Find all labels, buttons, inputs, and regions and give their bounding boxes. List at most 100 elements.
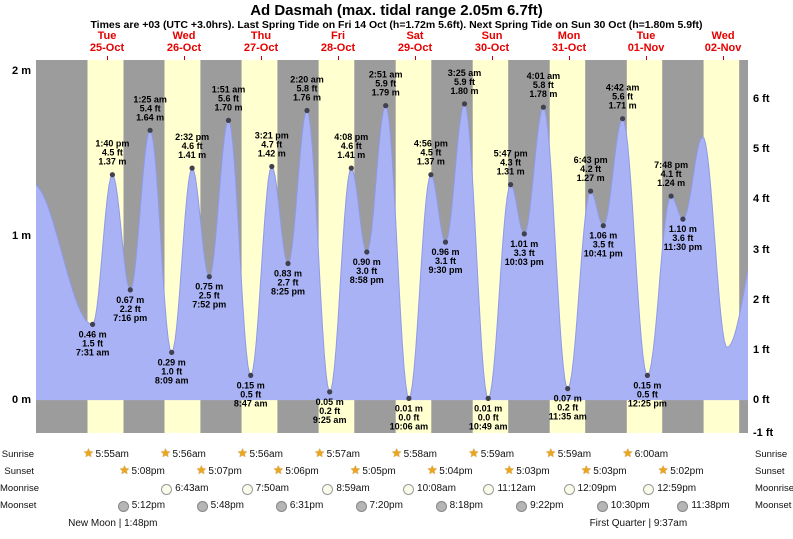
moon-phase-row: New Moon | 1:48pm First Quarter | 9:37am <box>0 516 793 532</box>
y-axis-right-tick-label: 0 ft <box>753 394 770 407</box>
day-date: 27-Oct <box>243 41 279 54</box>
y-axis-right-tick-label: 4 ft <box>753 193 770 206</box>
tide-label-line: 1.76 m <box>293 93 321 103</box>
tide-extreme-dot <box>147 127 153 133</box>
day-column-label: Fri 28-Oct <box>303 30 373 61</box>
page-title: Ad Dasmah (max. tidal range 2.05m 6.7ft) <box>250 2 543 19</box>
tide-extreme-dot <box>588 188 594 194</box>
moonset-moon-icon <box>596 501 608 512</box>
moonset-moon-icon <box>117 501 129 512</box>
astro-event-time: 7:20pm <box>369 500 403 511</box>
tide-label-line: 4.6 ft <box>341 141 362 151</box>
tide-label-line: 1.71 m <box>609 101 637 111</box>
tide-extreme-dot <box>348 165 354 171</box>
tide-label-line: 5.6 ft <box>218 93 239 103</box>
tide-label-line: 4.7 ft <box>261 140 282 150</box>
tide-label-line: 2:51 am <box>369 70 403 80</box>
astro-event-time: 5:02pm <box>670 466 704 477</box>
moonset-moon-icon <box>196 501 208 512</box>
tide-extreme-dot <box>383 103 389 109</box>
sunset-star-icon: ★ <box>657 463 669 477</box>
moon-phase-label: New Moon | 1:48pm <box>68 518 158 529</box>
astro-event-time: 5:12pm <box>131 500 166 511</box>
tide-label-line: 1.01 m <box>510 239 538 249</box>
tide-label-line: 0.83 m <box>274 269 302 279</box>
tide-label-line: 12:25 pm <box>628 398 667 408</box>
tide-label-line: 0.67 m <box>116 295 144 305</box>
astro-event-time: 5:57am <box>326 449 360 460</box>
astro-event-time: 5:06pm <box>285 466 319 477</box>
tide-label-line: 8:47 am <box>234 398 268 408</box>
tide-label-line: 1.06 m <box>589 231 617 241</box>
sunset-star-icon: ★ <box>426 463 438 477</box>
sunset-label-right: Sunset <box>755 466 785 477</box>
day-date: 01-Nov <box>627 41 665 54</box>
astro-event-time: 9:22pm <box>530 500 564 511</box>
tide-label-line: 4:56 pm <box>414 139 448 149</box>
y-axis-right-tick-label: 2 ft <box>753 293 770 306</box>
moonset-label-right: Moonset <box>755 500 792 511</box>
tide-label-line: 11:35 am <box>549 412 587 422</box>
tide-extreme-dot <box>327 389 333 395</box>
sunset-label-left: Sunset <box>4 466 34 477</box>
moonset-moon-icon <box>435 501 447 512</box>
tide-label-line: 2.5 ft <box>199 291 220 301</box>
tide-label-line: 0.15 m <box>633 380 661 390</box>
day-tick <box>260 56 262 61</box>
tide-label-line: 1.70 m <box>214 102 242 112</box>
day-column-label: Tue 25-Oct <box>72 30 142 61</box>
astro-event-time: 5:48pm <box>210 500 244 511</box>
tide-label-line: 4.3 ft <box>500 158 521 168</box>
sunset-row: Sunset Sunset ★ 5:08pm ★ 5:07pm ★ 5:06pm ★ 5:05… <box>0 463 793 480</box>
tide-label-line: 10:41 pm <box>584 249 623 259</box>
sunrise-label-left: Sunrise <box>1 449 34 460</box>
tide-extreme-dot <box>600 223 606 229</box>
tide-label-line: 1.79 m <box>372 88 400 98</box>
sunrise-label-right: Sunrise <box>755 449 788 460</box>
tide-label-line: 4.5 ft <box>102 148 123 158</box>
tide-extreme-dot <box>521 231 527 237</box>
tide-label-line: 3:25 am <box>448 68 482 78</box>
tide-label-line: 1.27 m <box>577 173 605 183</box>
tide-extreme-dot <box>428 172 434 178</box>
tide-label-line: 1.5 ft <box>82 338 103 348</box>
tide-label-line: 1.24 m <box>657 178 685 188</box>
tide-label-line: 5.8 ft <box>296 84 317 94</box>
tide-extreme-dot <box>485 395 491 401</box>
day-column-label: Tue 01-Nov <box>611 30 681 61</box>
day-column-label: Sun 30-Oct <box>457 30 527 61</box>
tide-label-line: 1.10 m <box>669 224 697 234</box>
tide-label-line: 4:08 pm <box>334 132 368 142</box>
astro-event-time: 8:18pm <box>449 500 484 511</box>
tide-extreme-dot <box>304 107 310 114</box>
tide-extreme-dot <box>248 372 254 378</box>
astro-event-time: 5:56am <box>172 449 206 460</box>
moonset-moon-icon <box>275 501 287 512</box>
moonrise-moon-icon <box>161 484 173 495</box>
tide-extreme-dot <box>620 116 626 122</box>
y-axis-right-tick-label: 3 ft <box>753 243 770 256</box>
astro-event-time: 6:00am <box>634 449 669 460</box>
tide-label-line: 0.2 ft <box>557 403 578 413</box>
tide-extreme-dot <box>668 193 674 199</box>
tide-label-line: 0.5 ft <box>637 389 658 399</box>
tide-label-line: 1.42 m <box>258 149 286 159</box>
astro-event-time: 5:04pm <box>439 466 473 477</box>
tide-label-line: 10:49 am <box>469 421 508 431</box>
day-tick <box>722 56 724 61</box>
tide-label-line: 0.29 m <box>158 357 186 367</box>
tide-chart-svg: 0.46 m1.5 ft7:31 am1:40 pm4.5 ft1.37 m0.… <box>36 60 748 433</box>
tide-label-line: 3.5 ft <box>593 240 614 250</box>
astro-event-time: 12:59pm <box>657 483 697 494</box>
day-date: 26-Oct <box>166 41 202 54</box>
sunset-star-icon: ★ <box>580 463 592 477</box>
tide-label-line: 0.46 m <box>79 329 107 339</box>
tide-label-line: 0.05 m <box>316 397 344 407</box>
astro-event-time: 5:59am <box>480 449 515 460</box>
tide-label-line: 0.0 ft <box>398 412 419 422</box>
y-axis-left-tick-label: 1 m <box>12 229 31 242</box>
sunrise-star-icon: ★ <box>83 446 94 460</box>
moonrise-moon-icon <box>643 484 655 495</box>
tide-extreme-dot <box>109 172 115 178</box>
tide-label-line: 10:06 am <box>390 421 429 431</box>
